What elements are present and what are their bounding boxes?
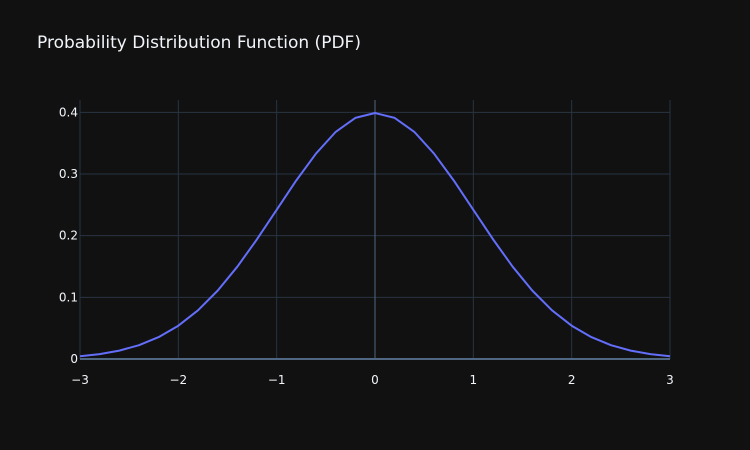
y-tick-label: 0 — [70, 352, 78, 366]
pdf-series-line — [79, 112, 671, 358]
y-tick-label: 0.1 — [59, 290, 78, 304]
zero-lines — [80, 100, 670, 360]
x-tick-label: 1 — [470, 373, 478, 387]
y-tick-label: 0.3 — [59, 167, 78, 181]
y-tick-label: 0.2 — [59, 229, 78, 243]
x-axis-ticks: −3 −2 −1 0 1 2 3 — [71, 373, 674, 387]
x-tick-label: 2 — [568, 373, 576, 387]
y-axis-ticks: 0 0.1 0.2 0.3 0.4 — [59, 105, 78, 366]
x-tick-label: −3 — [71, 373, 89, 387]
x-tick-label: −2 — [169, 373, 187, 387]
y-tick-label: 0.4 — [59, 105, 78, 119]
series-layer — [79, 112, 671, 358]
chart-title: Probability Distribution Function (PDF) — [37, 33, 361, 53]
x-tick-label: 3 — [666, 373, 674, 387]
x-tick-label: 0 — [371, 373, 379, 387]
x-tick-label: −1 — [268, 373, 286, 387]
